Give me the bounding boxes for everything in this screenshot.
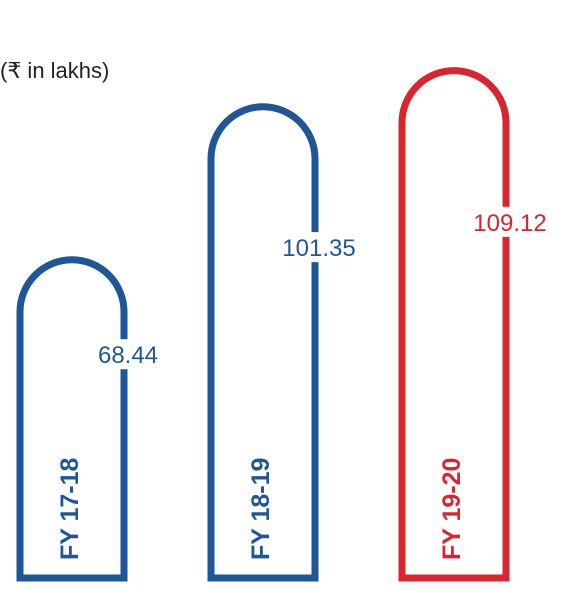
value-label: 101.35 bbox=[282, 235, 355, 262]
value-label-background bbox=[277, 232, 361, 263]
value-label-group: 109.12 bbox=[468, 206, 552, 237]
unit-label: (₹ in lakhs) bbox=[0, 58, 110, 83]
value-label-group: 68.44 bbox=[86, 339, 170, 370]
value-label-background bbox=[86, 339, 170, 370]
category-label: FY 19-20 bbox=[438, 458, 466, 560]
bar-fy-19-20 bbox=[398, 67, 510, 582]
value-label: 109.12 bbox=[473, 210, 546, 237]
category-label: FY 17-18 bbox=[56, 458, 84, 560]
value-label-background bbox=[468, 206, 552, 237]
value-label: 68.44 bbox=[98, 342, 158, 369]
category-label: FY 18-19 bbox=[247, 458, 275, 560]
bar-fy-18-19 bbox=[207, 103, 319, 582]
value-label-group: 101.35 bbox=[277, 232, 361, 263]
